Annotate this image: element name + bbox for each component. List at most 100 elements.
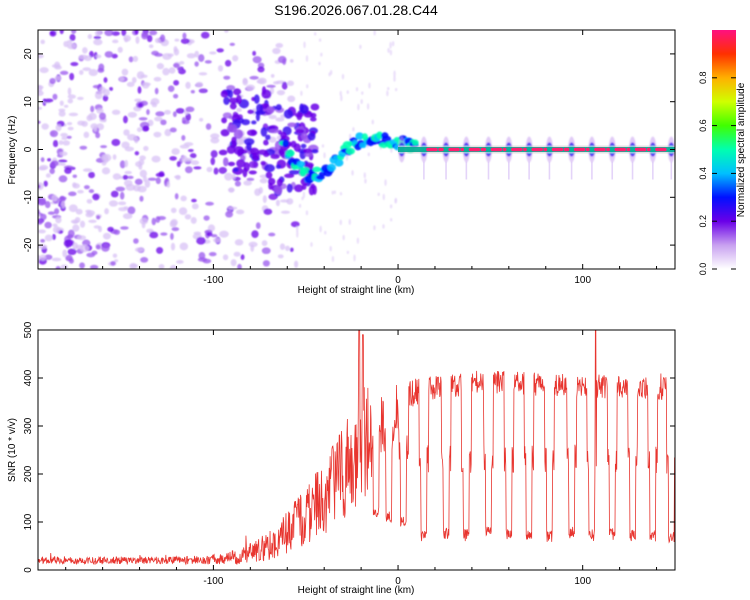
spectrogram-blobs — [38, 30, 675, 269]
spectrogram-noise-blob — [246, 177, 255, 181]
spectrogram-noise-blob — [82, 168, 93, 172]
spectrogram-noise-blob — [121, 30, 127, 37]
spectrogram-noise-blob — [198, 88, 206, 93]
spectrogram-noise-blob — [313, 32, 317, 36]
spectrogram-noise-blob — [119, 76, 125, 82]
spectrogram-cluster-blob — [266, 106, 275, 114]
spectrogram-noise-blob — [43, 98, 54, 103]
spectrogram-noise-blob — [39, 164, 49, 171]
spectrogram-cluster-blob — [299, 103, 304, 112]
spectrogram-noise-blob — [121, 141, 130, 149]
spectrogram-cluster-blob — [246, 142, 252, 151]
spectrogram-noise-blob — [223, 75, 231, 80]
spectrogram-noise-blob — [167, 85, 175, 92]
spectrogram-noise-blob — [185, 106, 195, 113]
spectrogram-cluster-blob — [228, 97, 240, 104]
spectrogram-noise-blob — [102, 94, 109, 102]
spectrogram-cluster-blob — [243, 138, 255, 146]
spectrogram-noise-blob — [94, 91, 103, 100]
figure-title: S196.2026.067.01.28.C44 — [274, 2, 438, 18]
spectrogram-noise-blob — [225, 210, 234, 218]
spectrogram-noise-blob — [210, 133, 220, 139]
spectrogram-noise-blob — [38, 54, 44, 59]
spectrogram-noise-blob — [286, 198, 294, 205]
snr-xtick-label: -100 — [203, 576, 223, 587]
spectrogram-noise-blob — [158, 264, 165, 269]
spectrogram-noise-blob — [352, 127, 355, 132]
spectrogram-cluster-blob — [260, 160, 266, 166]
spectrogram-noise-blob — [124, 170, 132, 175]
spectrogram-cluster-blob — [220, 90, 228, 98]
spectrogram-noise-blob — [131, 76, 137, 84]
spectrogram-noise-blob — [67, 87, 72, 96]
spectrogram-noise-blob — [219, 230, 229, 238]
spectrogram-noise-blob — [188, 39, 195, 44]
spectrogram-noise-blob — [69, 72, 75, 81]
spectrogram-noise-blob — [98, 225, 102, 233]
spectrogram-cluster-blob — [309, 116, 317, 122]
spectrogram-noise-blob — [139, 155, 146, 161]
spectrogram-ytick-label: -20 — [23, 237, 34, 252]
spectrogram-noise-blob — [143, 145, 149, 152]
spectrogram-noise-blob — [89, 264, 99, 269]
spectrogram-pulse-tail — [445, 161, 447, 180]
spectrogram-noise-blob — [82, 67, 92, 72]
spectrogram-noise-blob — [92, 193, 100, 201]
spectrogram-noise-blob — [368, 82, 371, 89]
spectrogram-noise-blob — [63, 239, 74, 248]
spectrogram-noise-blob — [51, 194, 58, 202]
spectrogram-noise-blob — [39, 254, 47, 261]
spectrogram-noise-blob — [262, 260, 270, 267]
spectrogram-cluster-blob — [233, 146, 245, 156]
spectrogram-cluster-blob — [286, 183, 293, 193]
spectrogram-noise-blob — [209, 51, 217, 55]
spectrogram-noise-blob — [126, 81, 135, 87]
spectrogram-noise-blob — [252, 56, 262, 64]
spectrogram-noise-blob — [66, 135, 72, 139]
spectrogram-noise-blob — [166, 181, 171, 188]
spectrogram-noise-blob — [127, 175, 134, 179]
spectrogram-cluster-blob — [293, 143, 301, 152]
colorbar-gradient — [712, 30, 736, 269]
spectrogram-noise-blob — [83, 185, 90, 190]
spectrogram-cluster-blob — [275, 104, 282, 111]
spectrogram-noise-blob — [40, 157, 45, 163]
spectrogram-noise-blob — [141, 32, 149, 40]
spectrogram-noise-blob — [54, 208, 60, 215]
spectrogram-noise-blob — [121, 68, 129, 76]
spectrogram-cluster-blob — [232, 167, 239, 172]
spectrogram-noise-blob — [339, 90, 342, 97]
spectrogram-noise-blob — [210, 157, 216, 166]
spectrogram-noise-blob — [394, 197, 398, 203]
spectrogram-noise-blob — [272, 47, 281, 55]
spectrogram-noise-blob — [248, 241, 258, 248]
spectrogram-cluster-blob — [312, 185, 317, 195]
spectrogram-noise-blob — [310, 242, 313, 247]
spectrogram-noise-blob — [203, 215, 210, 221]
spectrogram-noise-blob — [70, 61, 79, 67]
spectrogram-noise-blob — [170, 207, 177, 214]
spectrogram-noise-blob — [259, 178, 268, 184]
spectrogram-noise-blob — [38, 254, 41, 261]
spectrogram-noise-blob — [339, 219, 342, 226]
spectrogram-noise-blob — [318, 61, 321, 66]
spectrogram-noise-blob — [329, 69, 333, 75]
spectrogram-noise-blob — [87, 34, 93, 40]
spectrogram-cluster-blob — [242, 167, 248, 178]
spectrogram-pulse-tail — [423, 161, 425, 180]
spectrogram-signal-blob — [327, 163, 336, 172]
spectrogram-noise-blob — [261, 240, 268, 247]
spectrogram-noise-blob — [173, 79, 180, 86]
spectrogram-signal-blob — [282, 139, 290, 148]
spectrogram-noise-blob — [93, 38, 103, 46]
spectrogram-noise-blob — [38, 229, 46, 234]
spectrogram-noise-blob — [138, 117, 148, 121]
spectrogram-noise-blob — [351, 169, 354, 176]
spectrogram-noise-blob — [88, 69, 98, 77]
spectrogram-noise-blob — [102, 88, 110, 97]
spectrogram-noise-blob — [72, 174, 77, 178]
spectrogram-noise-blob — [170, 242, 176, 251]
spectrogram-noise-blob — [102, 153, 112, 162]
spectrogram-noise-blob — [242, 78, 248, 86]
